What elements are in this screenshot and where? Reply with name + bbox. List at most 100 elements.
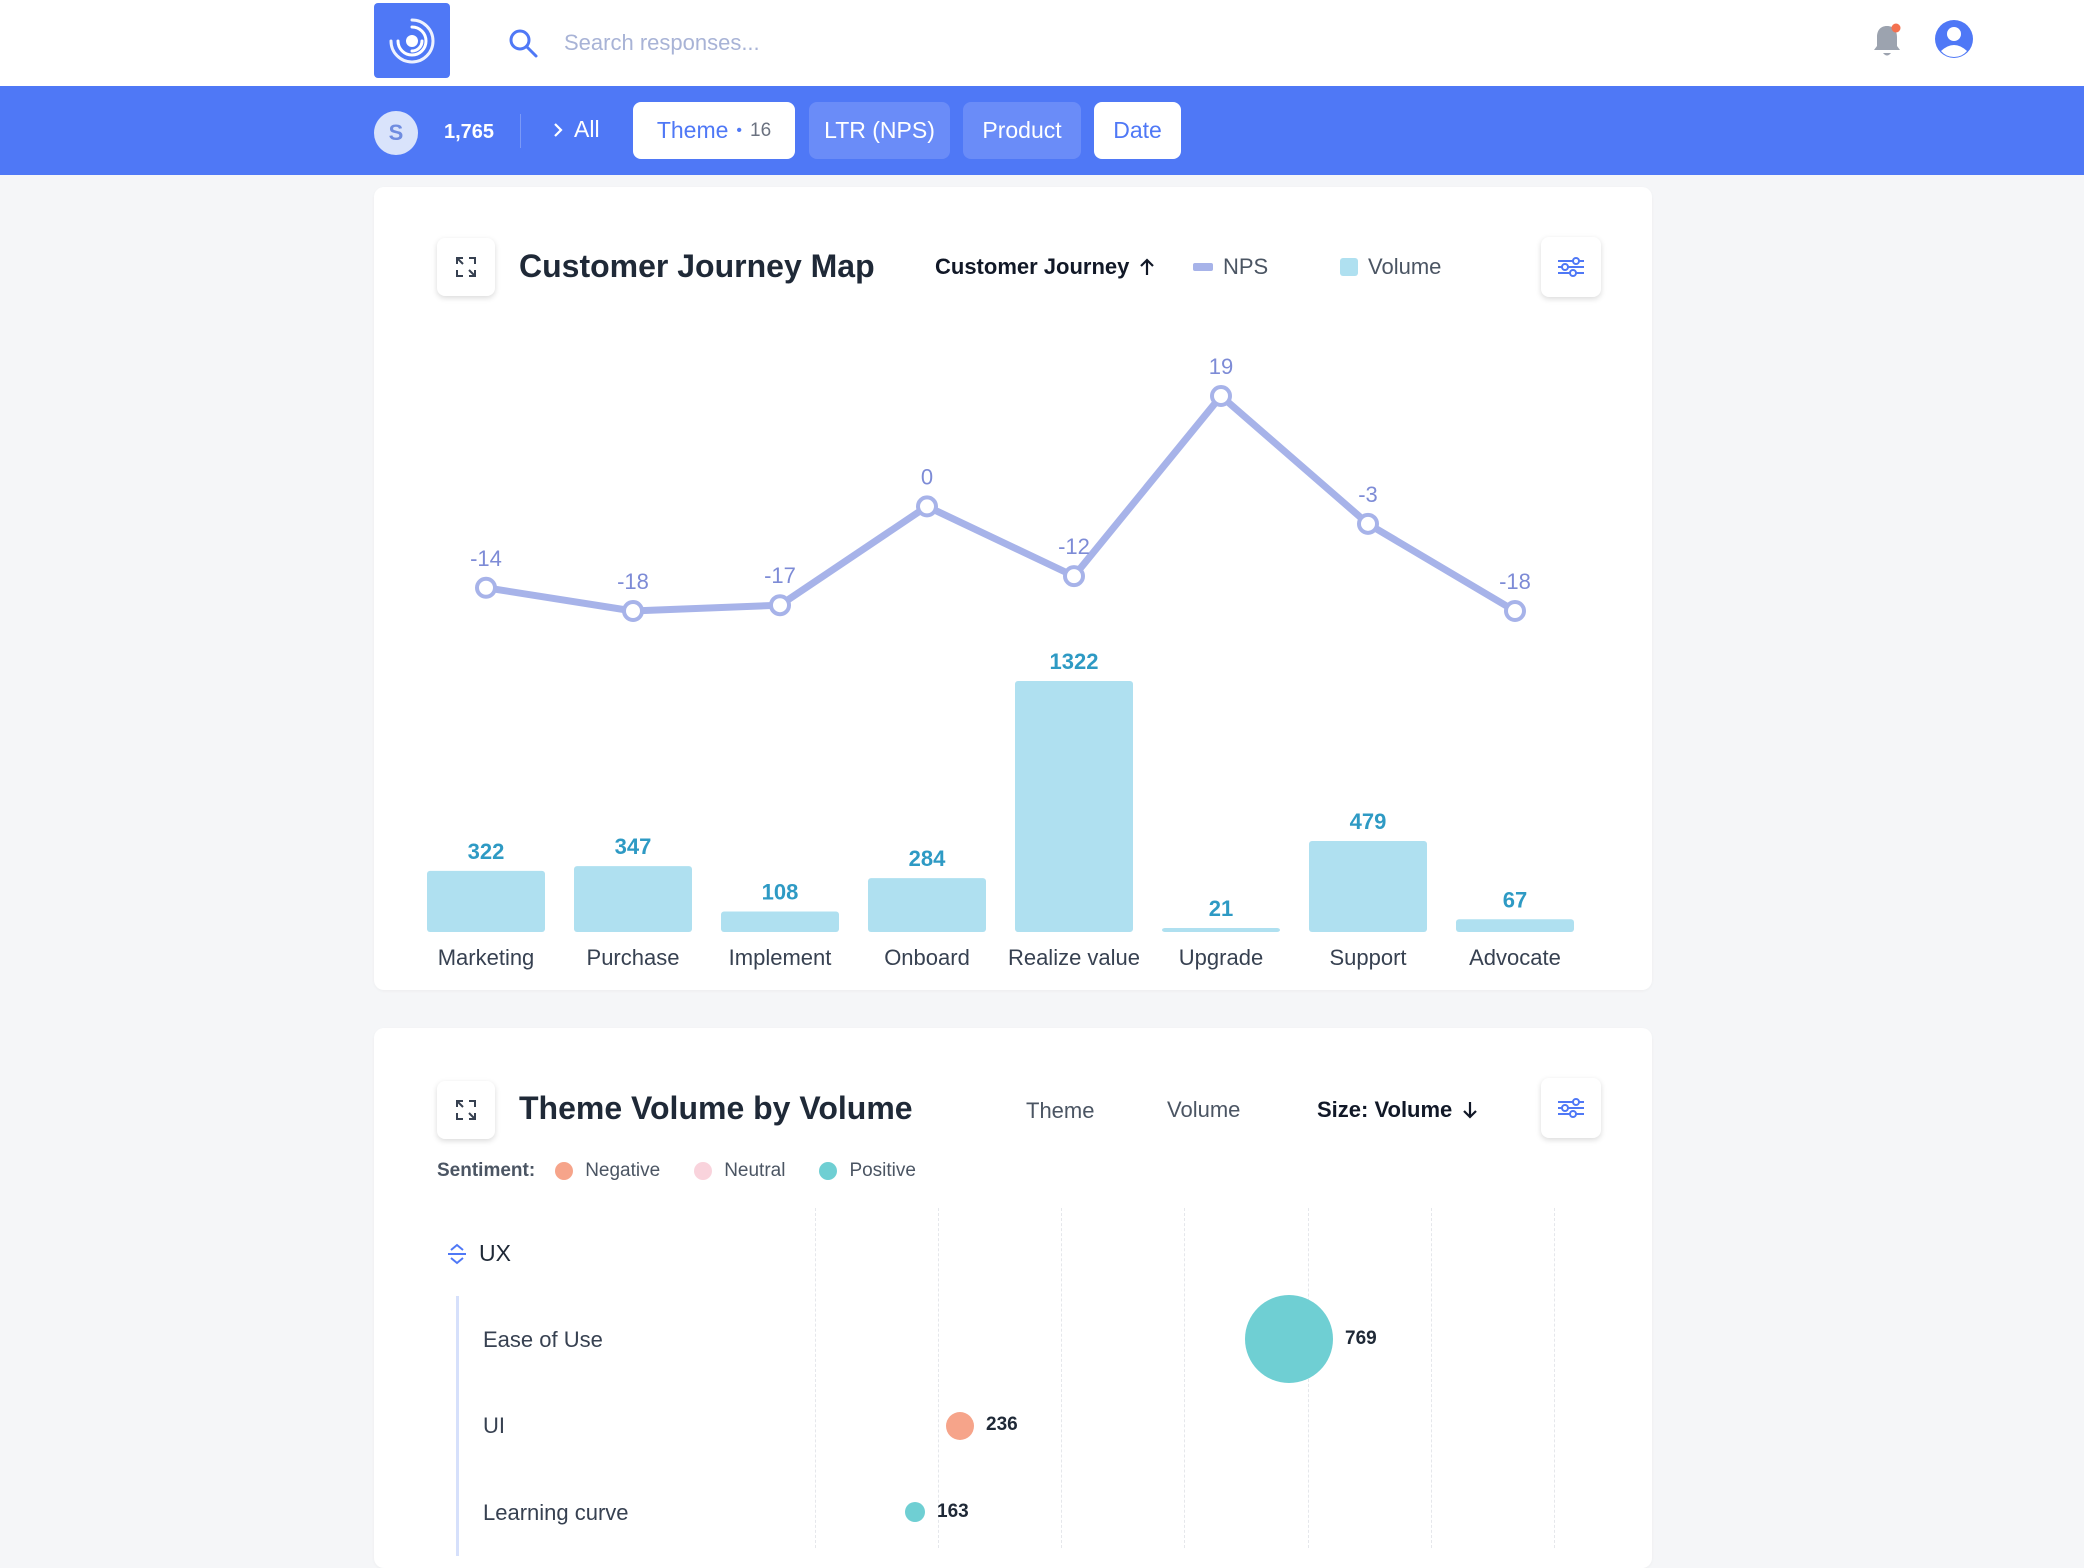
category-label: Onboard: [884, 945, 970, 970]
filter-chip-label: Date: [1113, 117, 1162, 143]
volume-bar[interactable]: [1309, 841, 1427, 932]
sort-label: Customer Journey: [935, 254, 1130, 279]
volume-bar[interactable]: [721, 911, 839, 932]
grid-line: [1431, 1208, 1432, 1548]
chart-settings-button[interactable]: [1541, 237, 1601, 297]
chip-separator: •: [736, 121, 743, 139]
expand-icon: [456, 1100, 476, 1120]
nps-line: [485, 392, 1517, 615]
filter-chip-label: LTR (NPS): [824, 117, 935, 143]
filter-chip-ltr-nps[interactable]: LTR (NPS): [809, 102, 950, 159]
theme-bubble-value: 163: [937, 1501, 969, 1522]
nps-value-label: -12: [1058, 534, 1090, 559]
volume-bar[interactable]: [1456, 919, 1574, 932]
search-input[interactable]: [562, 22, 1166, 64]
sliders-icon: [1558, 1098, 1584, 1118]
nps-value-label: -14: [470, 546, 502, 571]
theme-bubble-ease-of-use[interactable]: [1245, 1295, 1333, 1383]
category-label: Implement: [729, 945, 832, 970]
category-label: Marketing: [438, 945, 535, 970]
theme-volume-card: [374, 1028, 1652, 1568]
filter-chip-label: Theme: [656, 117, 729, 143]
volume-value-label: 347: [615, 834, 652, 859]
search-icon[interactable]: [506, 26, 540, 60]
grid-line: [938, 1208, 939, 1548]
legend-nps[interactable]: NPS: [1193, 254, 1268, 280]
column-volume[interactable]: Volume: [1167, 1097, 1240, 1123]
theme-row-label[interactable]: Ease of Use: [483, 1327, 603, 1352]
nps-value-label: 0: [921, 464, 933, 489]
nps-value-label: -18: [1499, 569, 1531, 594]
volume-bar[interactable]: [1162, 928, 1280, 932]
chart-settings-button[interactable]: [1541, 1078, 1601, 1138]
tree-connector: [456, 1296, 459, 1556]
nps-point[interactable]: [1210, 385, 1232, 407]
nps-point[interactable]: [769, 594, 791, 617]
arrow-up-icon: [1140, 258, 1155, 275]
filter-chip-product[interactable]: Product: [963, 102, 1081, 159]
column-theme[interactable]: Theme: [1026, 1098, 1094, 1124]
response-count: 1,765: [444, 121, 495, 143]
filter-chip-theme[interactable]: Theme • 16: [633, 102, 795, 159]
nps-point[interactable]: [1063, 565, 1085, 588]
theme-bubble-learning-curve[interactable]: [905, 1502, 925, 1522]
volume-value-label: 322: [468, 839, 505, 864]
nps-value-label: 19: [1209, 354, 1233, 379]
theme-row-label[interactable]: Learning curve: [483, 1500, 629, 1525]
size-selector[interactable]: Size: Volume: [1317, 1097, 1478, 1123]
volume-value-label: 284: [909, 846, 946, 871]
volume-bar[interactable]: [574, 866, 692, 932]
grid-line: [1061, 1208, 1062, 1548]
expand-button[interactable]: [437, 238, 495, 296]
nps-point[interactable]: [475, 576, 497, 599]
nps-value-label: -3: [1358, 482, 1378, 507]
filter-chip-date[interactable]: Date: [1094, 102, 1181, 159]
legend-volume-label: Volume: [1368, 254, 1442, 279]
top-bar: [0, 0, 2084, 86]
nps-point[interactable]: [622, 600, 644, 622]
volume-bar[interactable]: [868, 878, 986, 932]
sentiment-neutral[interactable]: Neutral: [694, 1160, 785, 1182]
nps-value-label: -18: [617, 569, 649, 594]
sort-customer-journey[interactable]: Customer Journey: [935, 254, 1155, 280]
neutral-dot: [694, 1162, 713, 1180]
nps-point[interactable]: [916, 495, 938, 518]
category-label: Support: [1329, 945, 1406, 970]
volume-bar[interactable]: [1015, 681, 1133, 932]
category-label: Realize value: [1008, 945, 1140, 970]
survey-badge[interactable]: S: [374, 111, 418, 155]
legend-volume[interactable]: Volume: [1340, 254, 1441, 280]
theme-row-label[interactable]: UI: [483, 1413, 505, 1438]
category-label: Advocate: [1469, 945, 1561, 970]
volume-value-label: 67: [1503, 887, 1527, 912]
sliders-icon: [1558, 257, 1584, 277]
notification-bell-icon[interactable]: [1870, 22, 1904, 60]
logo-icon: [389, 18, 435, 63]
grid-line: [815, 1208, 816, 1548]
user-avatar-icon[interactable]: [1934, 19, 1974, 59]
theme-bubble-value: 769: [1345, 1328, 1377, 1349]
sentiment-positive[interactable]: Positive: [819, 1160, 916, 1182]
sentiment-negative[interactable]: Negative: [555, 1160, 660, 1182]
theme-bubble-value: 236: [986, 1414, 1018, 1435]
theme-bubble-ui[interactable]: [946, 1412, 974, 1440]
sentiment-legend: Sentiment: Negative Neutral Positive: [437, 1160, 938, 1182]
collapse-toggle-icon: [448, 1243, 466, 1264]
app-logo[interactable]: [374, 3, 450, 78]
sentiment-label: Sentiment:: [437, 1160, 536, 1181]
nps-point[interactable]: [1504, 600, 1526, 622]
nps-point[interactable]: [1357, 512, 1379, 535]
size-selector-label: Size: Volume: [1317, 1097, 1453, 1122]
filter-divider: [520, 114, 521, 148]
theme-group-label: UX: [479, 1240, 511, 1266]
grid-line: [1184, 1208, 1185, 1548]
expand-button[interactable]: [437, 1081, 495, 1139]
card-title: Theme Volume by Volume: [519, 1090, 913, 1126]
sentiment-item-label: Negative: [585, 1160, 661, 1181]
all-filter-link[interactable]: All: [552, 116, 600, 143]
column-theme-label: Theme: [1026, 1098, 1095, 1123]
positive-dot: [819, 1162, 838, 1180]
volume-bar[interactable]: [427, 870, 545, 932]
theme-group-ux[interactable]: UX: [445, 1240, 511, 1267]
filter-chip-label: Product: [982, 117, 1062, 143]
